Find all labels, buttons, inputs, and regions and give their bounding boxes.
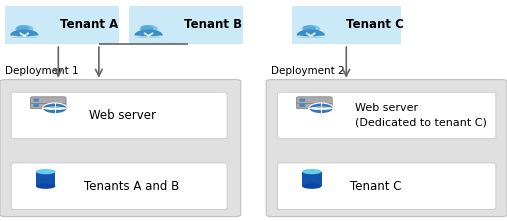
Ellipse shape — [36, 183, 55, 189]
Polygon shape — [10, 29, 39, 37]
FancyBboxPatch shape — [11, 92, 227, 139]
FancyBboxPatch shape — [277, 92, 496, 139]
Text: Tenants A and B: Tenants A and B — [84, 180, 179, 193]
FancyBboxPatch shape — [0, 80, 241, 217]
FancyBboxPatch shape — [129, 6, 243, 44]
FancyBboxPatch shape — [302, 171, 321, 186]
Ellipse shape — [302, 183, 321, 189]
FancyBboxPatch shape — [297, 97, 332, 103]
FancyBboxPatch shape — [30, 102, 66, 109]
FancyBboxPatch shape — [36, 171, 55, 186]
Text: Tenant A: Tenant A — [60, 18, 118, 31]
Text: Tenant C: Tenant C — [350, 180, 402, 193]
FancyBboxPatch shape — [297, 102, 332, 109]
FancyBboxPatch shape — [292, 6, 401, 44]
FancyBboxPatch shape — [5, 6, 119, 44]
Text: Tenant C: Tenant C — [346, 18, 404, 31]
Circle shape — [15, 25, 33, 33]
Text: Tenant B: Tenant B — [184, 18, 242, 31]
Circle shape — [16, 25, 29, 31]
FancyBboxPatch shape — [266, 80, 507, 217]
Text: Deployment 2: Deployment 2 — [271, 66, 345, 76]
FancyBboxPatch shape — [300, 104, 305, 107]
FancyBboxPatch shape — [277, 163, 496, 210]
Circle shape — [302, 25, 320, 33]
Circle shape — [303, 25, 316, 31]
Circle shape — [43, 103, 67, 114]
Circle shape — [139, 25, 158, 33]
FancyBboxPatch shape — [33, 104, 39, 107]
Polygon shape — [134, 29, 163, 37]
Text: Web server
(Dedicated to tenant C): Web server (Dedicated to tenant C) — [355, 103, 487, 128]
FancyBboxPatch shape — [300, 99, 305, 102]
Polygon shape — [297, 29, 325, 37]
FancyBboxPatch shape — [33, 99, 39, 102]
Ellipse shape — [302, 169, 321, 174]
FancyBboxPatch shape — [11, 163, 227, 210]
Text: Web server: Web server — [89, 109, 156, 122]
Ellipse shape — [36, 169, 55, 174]
Circle shape — [309, 103, 333, 114]
Text: Deployment 1: Deployment 1 — [5, 66, 79, 76]
FancyBboxPatch shape — [30, 97, 66, 103]
Circle shape — [140, 25, 154, 31]
